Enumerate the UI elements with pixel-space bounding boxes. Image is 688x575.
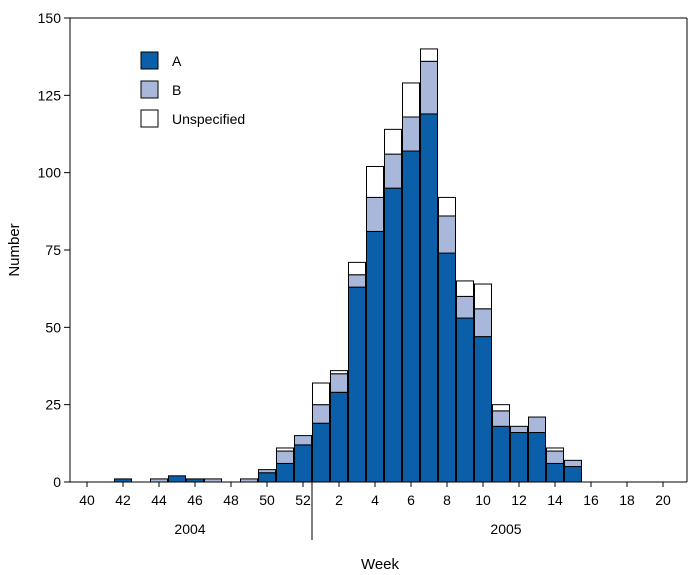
x-tick-label-50: 50 [259, 492, 275, 508]
x-tick-label-42: 42 [115, 492, 131, 508]
y-tick-label-50: 50 [45, 319, 61, 335]
bar-week-2-series-1 [330, 373, 348, 393]
legend-swatch-0 [140, 51, 159, 70]
x-tick-label-2: 2 [335, 492, 343, 508]
bar-week-10-series-0 [474, 336, 492, 483]
bar-week-14-series-0 [546, 462, 564, 483]
bar-week-10-series-1 [474, 308, 492, 338]
bar-week-15-series-1 [564, 459, 582, 468]
bar-week-13-series-0 [528, 432, 546, 483]
y-tick-label-75: 75 [45, 242, 61, 258]
bar-week-6-series-2 [402, 82, 420, 118]
bar-week-8-series-0 [438, 252, 456, 483]
x-axis-title: Week [361, 556, 400, 573]
bar-week-50-series-1 [258, 469, 276, 474]
x-tick-label-40: 40 [79, 492, 95, 508]
bar-week-7-series-1 [420, 60, 438, 115]
bar-week-52-series-0 [294, 444, 312, 483]
y-tick-label-125: 125 [38, 87, 62, 103]
legend-swatch-2 [140, 109, 159, 128]
bar-week-51-series-1 [276, 450, 294, 464]
bar-week-52-series-1 [294, 435, 312, 446]
year-label-2005: 2005 [490, 521, 521, 537]
bar-week-3-series-2 [348, 261, 366, 276]
bar-week-15-series-0 [564, 466, 582, 483]
bar-week-1-series-0 [312, 422, 330, 483]
x-tick-label-8: 8 [443, 492, 451, 508]
bar-week-8-series-2 [438, 196, 456, 217]
bar-week-7-series-0 [420, 113, 438, 483]
bar-week-14-series-2 [546, 447, 564, 452]
bar-week-11-series-1 [492, 410, 510, 427]
bar-week-3-series-1 [348, 274, 366, 288]
bar-week-51-series-0 [276, 462, 294, 483]
y-tick-label-25: 25 [45, 397, 61, 413]
bar-week-5-series-0 [384, 187, 402, 483]
bar-week-45-series-0 [168, 475, 186, 483]
y-tick-label-100: 100 [38, 165, 62, 181]
x-tick-label-12: 12 [511, 492, 527, 508]
bar-week-51-series-2 [276, 447, 294, 452]
bar-week-11-series-0 [492, 425, 510, 483]
x-tick-label-14: 14 [547, 492, 563, 508]
legend: AB Unspecified [140, 51, 245, 128]
x-tick-label-44: 44 [151, 492, 167, 508]
x-tick-label-18: 18 [619, 492, 635, 508]
legend-label-0: A [172, 53, 182, 69]
bar-week-4-series-2 [366, 165, 384, 198]
y-axis-title: Number [6, 223, 23, 276]
x-tick-label-10: 10 [475, 492, 491, 508]
legend-label-1: B [172, 82, 181, 98]
x-tick-label-4: 4 [371, 492, 379, 508]
bar-week-13-series-1 [528, 416, 546, 434]
bar-week-12-series-0 [510, 432, 528, 483]
x-tick-label-6: 6 [407, 492, 415, 508]
bar-week-50-series-0 [258, 472, 276, 483]
bar-week-6-series-0 [402, 150, 420, 483]
bar-week-2-series-2 [330, 370, 348, 375]
x-tick-label-20: 20 [655, 492, 671, 508]
bar-week-2-series-0 [330, 391, 348, 483]
bar-week-5-series-1 [384, 153, 402, 189]
y-tick-label-150: 150 [38, 10, 62, 26]
bar-week-5-series-2 [384, 128, 402, 155]
bar-week-6-series-1 [402, 116, 420, 152]
x-tick-label-52: 52 [295, 492, 311, 508]
bar-week-4-series-0 [366, 230, 384, 483]
bars [114, 48, 582, 483]
bar-week-1-series-2 [312, 382, 330, 406]
bar-week-9-series-1 [456, 295, 474, 319]
bar-week-9-series-2 [456, 280, 474, 297]
bar-week-7-series-2 [420, 48, 438, 62]
legend-swatch-1 [140, 80, 159, 99]
x-tick-label-46: 46 [187, 492, 203, 508]
bar-week-11-series-2 [492, 404, 510, 412]
year-label-2004: 2004 [174, 521, 205, 537]
x-tick-label-48: 48 [223, 492, 239, 508]
bar-week-14-series-1 [546, 450, 564, 464]
bar-week-12-series-1 [510, 425, 528, 434]
bar-week-4-series-1 [366, 196, 384, 232]
bar-week-8-series-1 [438, 215, 456, 254]
bar-week-1-series-1 [312, 404, 330, 424]
bar-week-3-series-0 [348, 286, 366, 483]
bar-week-9-series-0 [456, 317, 474, 483]
bar-week-10-series-2 [474, 283, 492, 310]
x-tick-label-16: 16 [583, 492, 599, 508]
y-tick-label-0: 0 [53, 474, 61, 490]
legend-label-2: Unspecified [172, 111, 245, 127]
